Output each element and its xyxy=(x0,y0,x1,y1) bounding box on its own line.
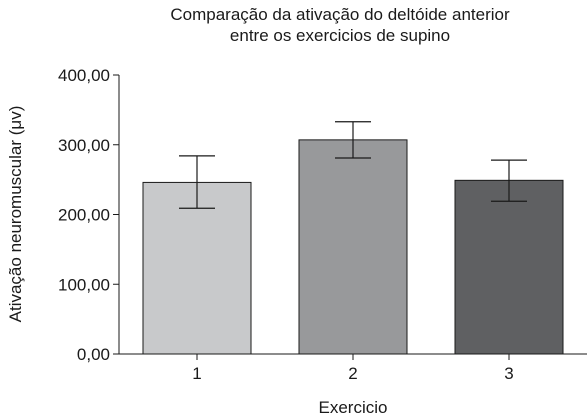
bar-2 xyxy=(298,139,408,355)
y-tick-label: 0,00 xyxy=(77,345,110,364)
y-axis-title: Ativação neuromuscular (μv) xyxy=(6,106,25,323)
bar-3 xyxy=(454,179,564,355)
y-tick-label: 200,00 xyxy=(58,206,110,225)
x-axis-ticks: 1 2 3 xyxy=(192,354,514,383)
y-tick-label: 100,00 xyxy=(58,275,110,294)
chart-title-line-1: Comparação da ativação do deltóide anter… xyxy=(170,5,510,24)
error-bars xyxy=(179,121,527,209)
x-tick-label: 2 xyxy=(348,364,357,383)
x-axis-title: Exercicio xyxy=(319,398,388,417)
bars xyxy=(142,139,564,355)
x-tick-label: 1 xyxy=(192,364,201,383)
y-axis-ticks: 0,00 100,00 200,00 300,00 400,00 xyxy=(58,66,119,364)
x-tick-label: 3 xyxy=(504,364,513,383)
y-tick-label: 400,00 xyxy=(58,66,110,85)
chart-title: Comparação da ativação do deltóide anter… xyxy=(90,4,587,46)
chart-title-line-2: entre os exercicios de supino xyxy=(229,26,451,45)
y-tick-label: 300,00 xyxy=(58,136,110,155)
